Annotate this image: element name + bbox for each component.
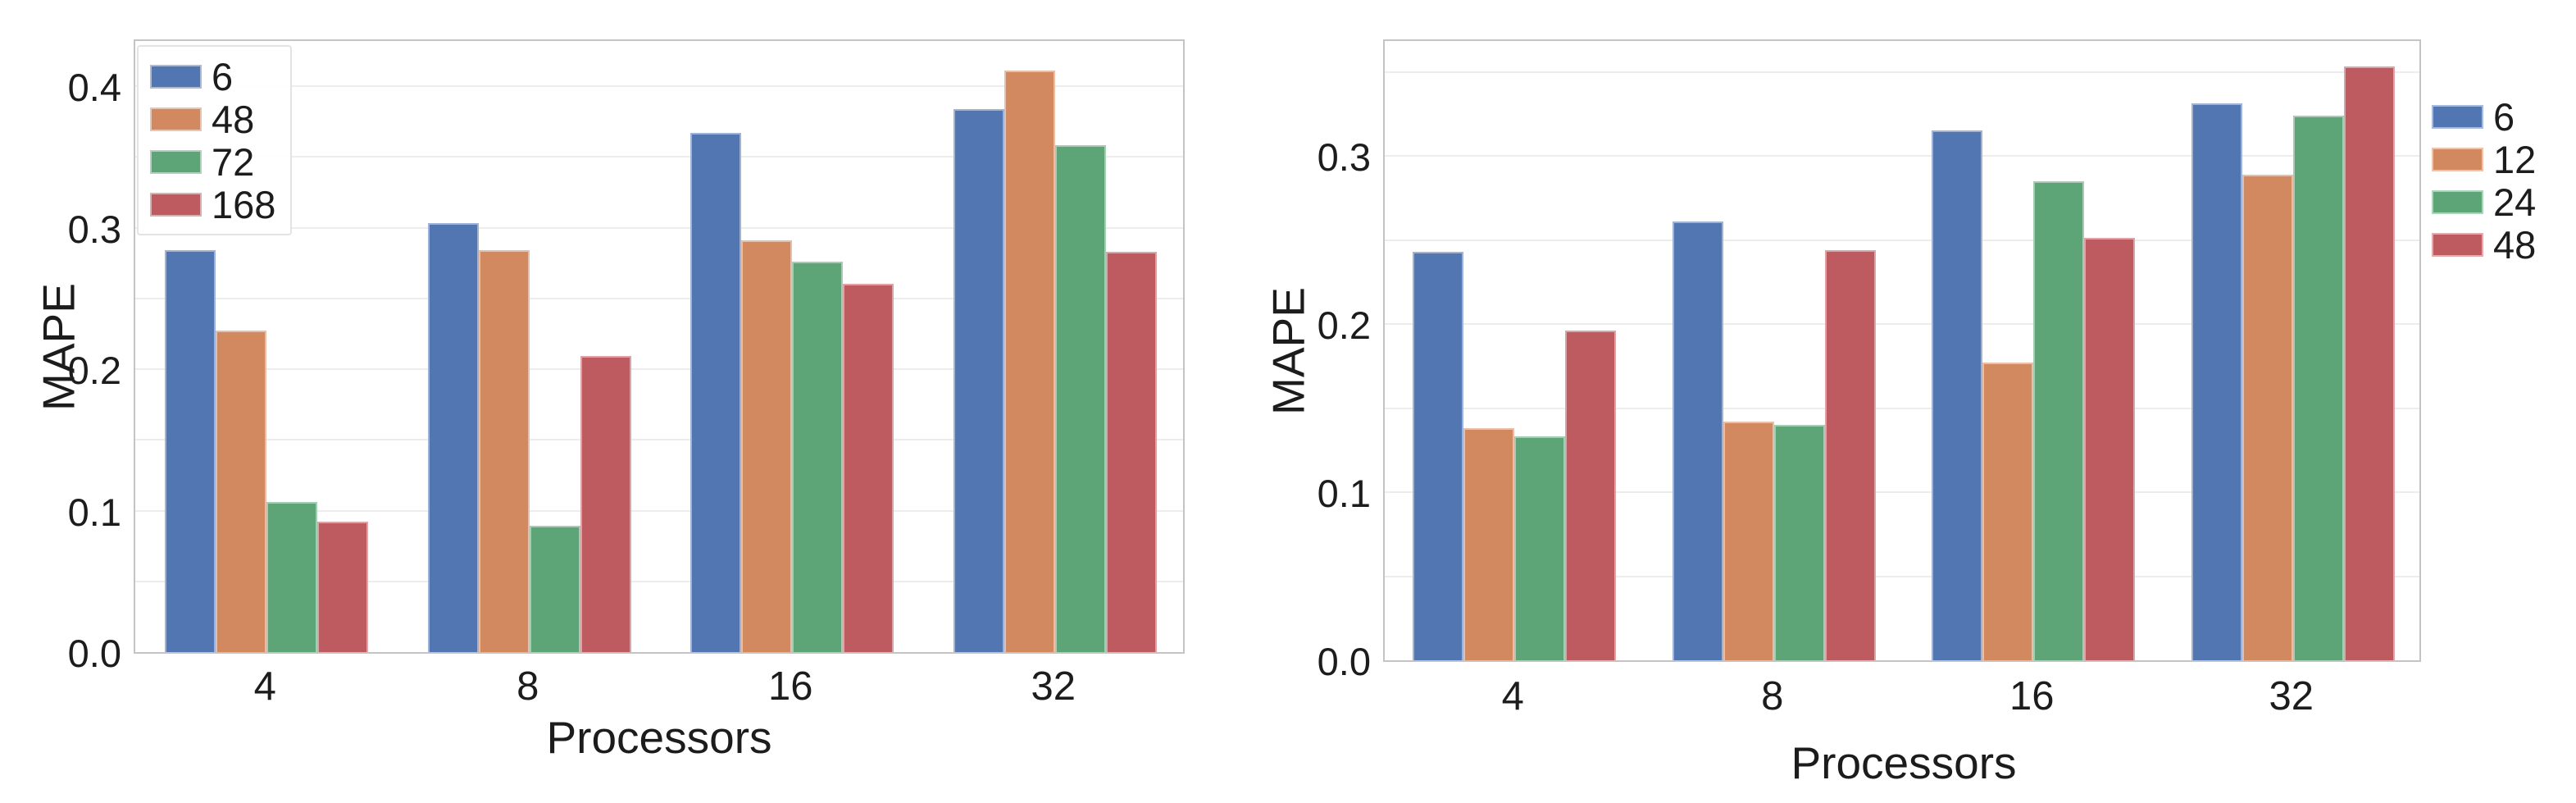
right-plot-area	[1383, 39, 2421, 662]
legend-swatch-icon	[150, 192, 202, 217]
bar-series-48-processors-8	[1824, 250, 1876, 660]
gridline	[1385, 407, 2419, 409]
legend-item-48: 48	[2432, 223, 2536, 266]
y-tick-label-0.1: 0.1	[1317, 472, 1371, 515]
gridline	[1385, 71, 2419, 73]
legend-label: 12	[2493, 137, 2537, 181]
bar-series-24-processors-4	[1514, 436, 1566, 660]
legend-swatch-icon	[2432, 104, 2483, 129]
x-tick-label-32: 32	[2269, 674, 2314, 719]
bar-series-12-processors-4	[1463, 428, 1515, 660]
x-tick-label-4: 4	[1501, 674, 1524, 719]
x-tick-label-16: 16	[767, 664, 813, 709]
bar-series-24-processors-16	[2033, 181, 2085, 660]
legend-item-24: 24	[2432, 180, 2536, 223]
gridline	[135, 156, 1183, 158]
legend-item-6: 6	[150, 55, 275, 98]
bar-series-48-processors-32	[2343, 66, 2395, 660]
bar-series-48-processors-4	[1565, 331, 1617, 660]
y-tick-label-0.0: 0.0	[67, 632, 121, 675]
legend-label: 168	[212, 182, 276, 226]
legend-label: 6	[212, 54, 234, 98]
legend-label: 48	[212, 97, 255, 141]
legend-label: 24	[2493, 180, 2537, 224]
bar-series-168-processors-8	[580, 356, 631, 652]
gridline	[1385, 491, 2419, 493]
bar-series-48-processors-4	[216, 331, 267, 652]
legend-label: 48	[2493, 222, 2537, 267]
left-legend: 6 48 72 168	[137, 45, 293, 235]
legend-item-48: 48	[150, 98, 275, 140]
gridline	[135, 85, 1183, 87]
y-tick-label-0.2: 0.2	[67, 349, 121, 392]
bar-series-6-processors-16	[690, 133, 742, 652]
bar-series-72-processors-32	[1054, 145, 1106, 652]
legend-item-6: 6	[2432, 95, 2536, 138]
gridline	[1385, 239, 2419, 241]
bar-series-6-processors-4	[1413, 252, 1464, 660]
x-tick-label-4: 4	[253, 664, 276, 709]
right-x-axis-title: Processors	[1791, 737, 2017, 788]
bar-series-6-processors-32	[953, 109, 1004, 652]
bar-series-72-processors-16	[792, 262, 844, 652]
bar-series-168-processors-4	[317, 522, 369, 652]
x-tick-label-8: 8	[517, 664, 539, 709]
gridline	[135, 368, 1183, 370]
bar-series-24-processors-32	[2292, 116, 2344, 660]
y-tick-label-0.2: 0.2	[1317, 303, 1371, 347]
bar-series-12-processors-32	[2241, 175, 2293, 660]
bar-series-48-processors-32	[1004, 71, 1055, 652]
bar-series-48-processors-16	[2084, 238, 2136, 660]
gridline	[135, 297, 1183, 299]
y-tick-label-0.4: 0.4	[67, 66, 121, 109]
legend-item-12: 12	[2432, 138, 2536, 180]
bar-series-6-processors-8	[1672, 221, 1723, 660]
bar-series-168-processors-32	[1105, 252, 1157, 652]
legend-item-72: 72	[150, 140, 275, 183]
gridline	[1385, 323, 2419, 325]
y-tick-label-0.1: 0.1	[67, 490, 121, 534]
legend-label: 6	[2493, 94, 2515, 139]
gridline	[135, 580, 1183, 582]
x-tick-label-16: 16	[2009, 674, 2055, 719]
bar-series-168-processors-16	[843, 284, 894, 652]
bar-series-48-processors-16	[741, 240, 793, 652]
gridline	[135, 226, 1183, 229]
left-plot-area	[134, 39, 1185, 654]
legend-item-168: 168	[150, 183, 275, 226]
legend-swatch-icon	[150, 107, 202, 131]
bar-series-6-processors-32	[2191, 103, 2242, 660]
bar-series-6-processors-8	[427, 223, 479, 652]
legend-swatch-icon	[150, 149, 202, 174]
gridline	[135, 509, 1183, 512]
legend-label: 72	[212, 139, 255, 184]
bar-series-12-processors-8	[1723, 422, 1774, 660]
legend-swatch-icon	[2432, 189, 2483, 214]
left-x-axis-title: Processors	[546, 712, 772, 763]
bar-series-24-processors-8	[1773, 425, 1825, 660]
bar-series-6-processors-4	[165, 250, 216, 652]
x-tick-label-8: 8	[1761, 674, 1784, 719]
bar-series-12-processors-16	[1982, 363, 2034, 660]
bar-series-6-processors-16	[1932, 130, 1983, 660]
y-tick-label-0.3: 0.3	[67, 207, 121, 251]
legend-swatch-icon	[150, 64, 202, 89]
bar-series-48-processors-8	[478, 250, 530, 652]
bar-series-72-processors-8	[529, 526, 580, 652]
x-tick-label-32: 32	[1031, 664, 1076, 709]
y-tick-label-0.3: 0.3	[1317, 135, 1371, 179]
bar-series-72-processors-4	[266, 502, 318, 652]
gridline	[135, 439, 1183, 441]
gridline	[1385, 575, 2419, 577]
legend-swatch-icon	[2432, 232, 2483, 257]
y-tick-label-0.0: 0.0	[1317, 640, 1371, 683]
right-legend: 6 12 24 48	[2432, 95, 2536, 266]
legend-swatch-icon	[2432, 147, 2483, 171]
gridline	[1385, 155, 2419, 157]
